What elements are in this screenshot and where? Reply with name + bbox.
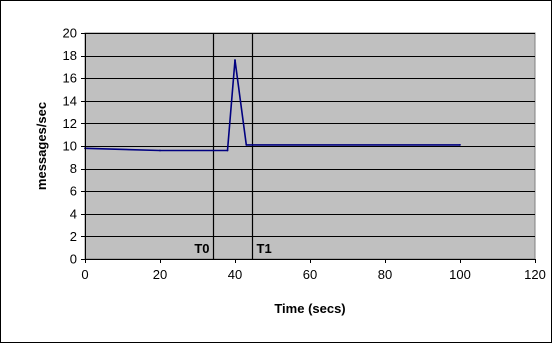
y-tick-label: 4 <box>70 206 77 221</box>
x-tick-label: 120 <box>524 267 546 282</box>
y-tick-labels: 0 2 4 6 8 10 12 14 16 18 20 <box>63 26 77 267</box>
y-tick-label: 10 <box>63 139 77 154</box>
marker-label-t0: T0 <box>194 241 209 256</box>
y-tick-label: 18 <box>63 48 77 63</box>
x-tick-label: 60 <box>303 267 317 282</box>
marker-label-t1: T1 <box>257 241 272 256</box>
event-markers: T0 T1 <box>194 33 272 259</box>
y-tick-label: 14 <box>63 93 77 108</box>
y-tick-label: 2 <box>70 229 77 244</box>
grid-lines <box>85 33 535 237</box>
x-tick-label: 40 <box>228 267 242 282</box>
data-point <box>459 144 461 146</box>
data-point <box>226 149 229 152</box>
x-tick-label: 80 <box>378 267 392 282</box>
y-tick-label: 6 <box>70 184 77 199</box>
y-tick-label: 0 <box>70 252 77 267</box>
data-point <box>245 144 248 146</box>
x-tick-label: 20 <box>153 267 167 282</box>
y-tick-label: 12 <box>63 116 77 131</box>
x-tick-label: 100 <box>449 267 471 282</box>
data-point <box>234 59 236 61</box>
series-layer <box>84 59 461 152</box>
y-tick-label: 16 <box>63 71 77 86</box>
axes <box>81 33 536 263</box>
data-point <box>159 149 161 152</box>
y-tick-label: 8 <box>70 161 77 176</box>
y-axis-title: messages/sec <box>34 102 49 190</box>
y-tick-label: 20 <box>63 26 77 41</box>
x-axis-title: Time (secs) <box>274 301 345 316</box>
x-tick-label: 0 <box>81 267 88 282</box>
x-tick-labels: 0 20 40 60 80 100 120 <box>81 267 545 282</box>
series-line-1 <box>84 59 460 152</box>
